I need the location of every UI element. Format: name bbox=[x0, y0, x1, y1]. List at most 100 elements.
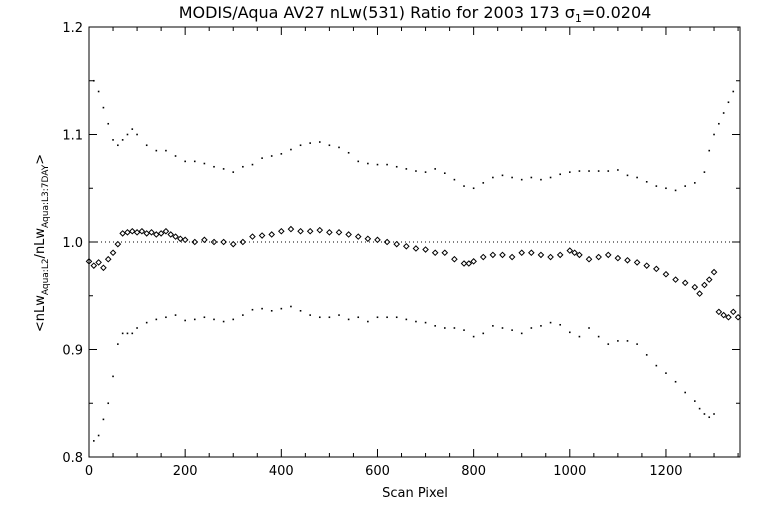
bound-point bbox=[424, 321, 427, 324]
x-tick-label: 800 bbox=[461, 464, 486, 479]
bound-point bbox=[708, 149, 711, 152]
bound-point bbox=[395, 316, 398, 319]
bound-point bbox=[290, 305, 292, 308]
mean-point bbox=[124, 229, 131, 236]
mean-point bbox=[489, 251, 497, 259]
bound-point bbox=[131, 128, 134, 130]
upper-bound-series bbox=[93, 79, 735, 192]
mean-point bbox=[393, 240, 401, 248]
x-tick-label: 400 bbox=[269, 464, 294, 479]
mean-point bbox=[191, 238, 199, 246]
mean-point bbox=[172, 233, 179, 240]
bound-point bbox=[338, 146, 340, 149]
mean-point bbox=[451, 255, 458, 263]
mean-point bbox=[691, 283, 699, 291]
bound-point bbox=[626, 174, 629, 177]
mean-point bbox=[153, 231, 160, 238]
mean-point bbox=[335, 229, 343, 236]
bound-point bbox=[722, 112, 725, 114]
mean-point bbox=[104, 255, 112, 263]
y-axis-ticks: 0.8 0.9 1.0 1.1 1.2 bbox=[62, 21, 740, 466]
bound-point bbox=[520, 332, 523, 335]
mean-point bbox=[316, 226, 324, 234]
mean-point bbox=[566, 247, 574, 254]
bound-point bbox=[549, 321, 552, 324]
bound-point bbox=[588, 327, 590, 329]
mean-point bbox=[479, 253, 487, 261]
mean-point bbox=[734, 313, 742, 321]
bound-point bbox=[213, 165, 215, 168]
mean-point bbox=[518, 249, 526, 257]
mean-point bbox=[268, 231, 276, 238]
x-axis-label: Scan Pixel bbox=[382, 486, 448, 501]
bound-point bbox=[617, 340, 619, 342]
bound-point bbox=[482, 332, 485, 335]
bound-point bbox=[193, 318, 196, 321]
bound-point bbox=[559, 323, 561, 326]
bound-point bbox=[318, 141, 321, 143]
mean-point bbox=[85, 258, 93, 265]
bound-point bbox=[718, 122, 720, 125]
mean-point bbox=[412, 245, 420, 252]
bound-point bbox=[463, 185, 465, 187]
mean-point bbox=[441, 249, 449, 257]
mean-point bbox=[128, 227, 136, 235]
mean-point bbox=[710, 268, 718, 276]
bound-point bbox=[251, 163, 254, 166]
bound-point bbox=[357, 160, 360, 163]
bound-point bbox=[703, 171, 706, 173]
bound-point bbox=[578, 170, 581, 172]
bound-point bbox=[645, 181, 648, 183]
y-tick-label: 1.2 bbox=[62, 21, 83, 36]
bound-point bbox=[492, 325, 494, 327]
x-tick-label: 0 bbox=[85, 464, 93, 479]
bound-point bbox=[213, 318, 215, 321]
bound-point bbox=[472, 187, 475, 190]
bound-point bbox=[251, 308, 254, 311]
x-tick-label: 600 bbox=[365, 464, 390, 479]
bound-point bbox=[443, 327, 446, 329]
bound-point bbox=[568, 331, 571, 334]
bound-point bbox=[540, 325, 542, 327]
mean-point bbox=[157, 230, 165, 237]
bound-point bbox=[112, 139, 114, 141]
mean-point bbox=[537, 251, 545, 259]
mean-point bbox=[643, 262, 651, 269]
bound-point bbox=[472, 335, 475, 338]
bound-point bbox=[203, 316, 206, 319]
mean-point bbox=[374, 236, 381, 244]
bound-point bbox=[367, 320, 369, 323]
bound-point bbox=[121, 332, 124, 335]
bound-point bbox=[501, 327, 504, 329]
mean-ratio-series bbox=[85, 225, 742, 321]
bound-point bbox=[694, 182, 696, 184]
bound-point bbox=[540, 178, 542, 181]
bound-point bbox=[568, 171, 571, 173]
mean-point bbox=[229, 240, 237, 248]
bound-point bbox=[520, 178, 523, 181]
bound-point bbox=[703, 413, 706, 415]
mean-point bbox=[576, 251, 583, 259]
bound-point bbox=[242, 314, 244, 316]
bound-point bbox=[107, 402, 110, 405]
mean-point bbox=[345, 231, 352, 238]
mean-point bbox=[133, 229, 141, 236]
bound-point bbox=[424, 171, 427, 173]
mean-point bbox=[614, 254, 622, 262]
bound-point bbox=[97, 434, 100, 437]
mean-point bbox=[460, 260, 468, 267]
bound-point bbox=[93, 79, 95, 82]
y-axis-label: <nLwAqua:L2/nLwAqua:L3:7DAY> bbox=[33, 154, 51, 332]
bound-point bbox=[492, 176, 494, 179]
bound-point bbox=[463, 329, 465, 331]
mean-point bbox=[720, 311, 727, 319]
bound-point bbox=[174, 314, 177, 316]
bound-point bbox=[511, 176, 513, 179]
bound-point bbox=[405, 168, 408, 170]
mean-point bbox=[729, 308, 737, 316]
bound-point bbox=[121, 139, 124, 141]
mean-point bbox=[633, 259, 641, 266]
mean-point bbox=[422, 246, 429, 253]
bound-point bbox=[727, 101, 730, 104]
